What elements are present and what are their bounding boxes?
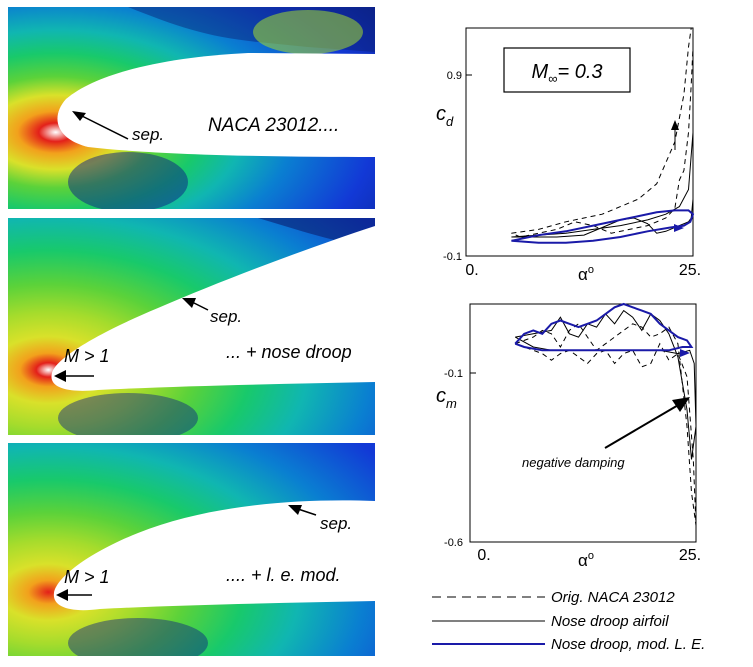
sep-label: sep.	[210, 307, 242, 326]
flow-panel-le-mod: sep. M > 1 .... + l. e. mod.	[8, 443, 375, 656]
cm-series-group	[514, 302, 697, 526]
cm-mod-arrow-head	[680, 349, 690, 357]
mach-box-rest: = 0.3	[557, 61, 602, 83]
cm-series-line	[514, 302, 694, 352]
cm-ytick-label: -0.1	[444, 368, 463, 380]
airfoil-label: ... + nose droop	[226, 342, 352, 362]
cd-chart: 0.9 -0.1 0. 25. αo cd M∞= 0.3	[436, 27, 701, 284]
damping-annotation: negative damping	[522, 455, 625, 470]
cd-ylabel-main: c	[436, 103, 446, 125]
sep-arrow	[191, 301, 209, 311]
mach-label: M > 1	[64, 567, 110, 587]
cd-ylabel-sub: d	[446, 114, 454, 129]
mach-arrow-head	[54, 370, 66, 382]
sep-arrow	[297, 508, 317, 516]
sep-label: sep.	[320, 514, 352, 533]
flow-panel-original: sep. NACA 23012....	[8, 7, 375, 209]
damping-arrow-head	[672, 397, 690, 412]
cd-xlabel-sup: o	[588, 264, 594, 276]
airfoil-label: NACA 23012....	[208, 115, 339, 136]
cd-direction-arrow-head	[671, 120, 679, 130]
airfoil-shape	[57, 53, 375, 157]
sep-arrow	[79, 114, 129, 140]
legend-label-droop: Nose droop airfoil	[551, 613, 669, 630]
mach-box-main: M	[532, 61, 549, 83]
cd-series-line	[511, 132, 694, 238]
mach-box-sub: ∞	[548, 71, 557, 86]
cm-plot-frame	[469, 303, 697, 543]
cm-ylabel-sub: m	[446, 396, 457, 411]
cd-series-group	[511, 27, 695, 244]
cm-ylabel: cm	[436, 385, 457, 411]
cm-series-line	[515, 323, 697, 526]
airfoil-shape	[53, 500, 375, 611]
flow-panel-nose-droop: sep. M > 1 ... + nose droop	[8, 218, 375, 435]
cd-xlabel: αo	[578, 264, 594, 284]
cm-ylabel-main: c	[436, 385, 446, 407]
pressure-spot	[68, 152, 188, 209]
cd-ytick-label: 0.9	[447, 70, 462, 82]
cm-xlabel: αo	[578, 550, 594, 570]
damping-arrow	[604, 403, 681, 449]
cd-ytick-label: -0.1	[443, 251, 462, 263]
cm-xtick-label: 0.	[477, 547, 490, 564]
cd-mod-arrow-head	[674, 224, 684, 232]
cm-xlabel-main: α	[578, 551, 588, 570]
cd-xtick-label: 0.	[465, 262, 478, 279]
mach-arrow-head	[56, 589, 68, 601]
airfoil-label: .... + l. e. mod.	[226, 565, 341, 585]
mach-box-title: M∞= 0.3	[532, 61, 603, 86]
cd-series-line	[511, 27, 694, 238]
cd-xtick-label: 25.	[679, 262, 701, 279]
mach-box	[503, 47, 631, 93]
cd-xlabel-main: α	[578, 265, 588, 284]
sep-arrow-head	[288, 505, 302, 515]
pressure-spot	[58, 393, 198, 435]
cd-series-line	[511, 209, 695, 244]
charts-area: 0.9 -0.1 0. 25. αo cd M∞= 0.3 -0.1 -0.6 …	[432, 27, 705, 653]
cm-ytick-label: -0.6	[444, 537, 463, 549]
legend: Orig. NACA 23012 Nose droop airfoil Nose…	[432, 589, 705, 653]
mach-label: M > 1	[64, 346, 110, 366]
cm-xtick-label: 25.	[679, 547, 701, 564]
cm-chart: -0.1 -0.6 0. 25. αo cm negative damping	[436, 302, 701, 570]
suction-spot	[253, 10, 363, 54]
legend-label-mod: Nose droop, mod. L. E.	[551, 636, 705, 653]
legend-label-orig: Orig. NACA 23012	[551, 589, 675, 606]
sep-label: sep.	[132, 125, 164, 144]
cm-xlabel-sup: o	[588, 550, 594, 562]
airfoil-shape	[51, 226, 375, 391]
pressure-spot	[68, 618, 208, 656]
sep-arrow-head	[182, 298, 196, 308]
cd-ylabel: cd	[436, 103, 454, 129]
sep-arrow-head	[72, 111, 86, 121]
